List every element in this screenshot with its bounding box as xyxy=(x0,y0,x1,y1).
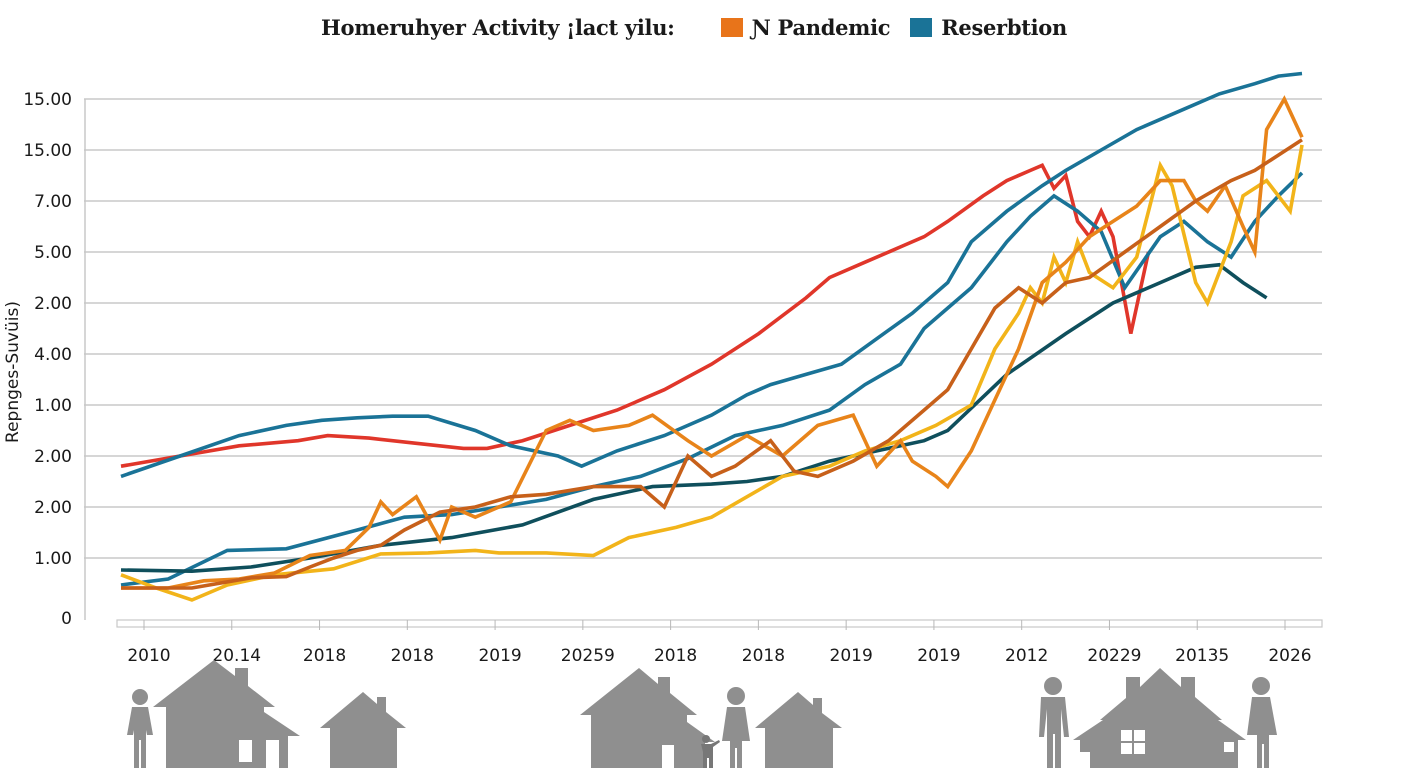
legend-item-pandemic[interactable]: Ɲ Pandemic xyxy=(720,14,891,40)
x-axis xyxy=(116,619,1323,630)
series-line-dark-orange xyxy=(121,138,1303,590)
chart-title: Homeruhyer Activity ¡lact yilu: xyxy=(321,14,675,40)
series-line-blue-upper xyxy=(120,71,1303,479)
chart-header: Homeruhyer Activity ¡lact yilu: Ɲ Pandem… xyxy=(0,10,1408,44)
series-line-red xyxy=(120,162,1151,468)
house-small-icon xyxy=(755,692,842,768)
y-tick-label: 15.00 xyxy=(23,141,72,161)
y-axis-label: Repnges-Suvüis) xyxy=(3,301,23,443)
y-axis-ticks: 0 1.00 2.00 2.00 1.00 4.00 2.00 5.00 7.00 15.00 15… xyxy=(23,90,72,629)
silhouettes xyxy=(127,660,1277,768)
series-line-blue-lower xyxy=(120,171,1304,587)
x-tick-label: 2026 xyxy=(1268,646,1311,666)
person-man-icon xyxy=(1039,677,1069,768)
x-axis-line xyxy=(116,619,1323,628)
y-tick-label: 15.00 xyxy=(23,90,72,110)
legend-label-pandemic: Ɲ Pandemic xyxy=(751,14,891,40)
x-tick-label: 20259 xyxy=(561,646,615,666)
house-medium-icon xyxy=(580,668,715,768)
x-tick-label: 2019 xyxy=(830,646,873,666)
house-family-icon xyxy=(1073,668,1246,768)
legend-item-reserbtion[interactable]: Reserbtion xyxy=(910,15,1067,40)
person-child-icon xyxy=(701,735,720,768)
person-woman-icon xyxy=(1247,677,1277,768)
y-tick-label: 0 xyxy=(61,609,72,629)
x-tick-label: 20135 xyxy=(1175,646,1229,666)
y-tick-label: 2.00 xyxy=(34,498,72,518)
person-woman-icon xyxy=(722,687,750,768)
series-lines xyxy=(120,71,1304,602)
y-tick-label: 5.00 xyxy=(34,243,72,263)
y-tick-label: 2.00 xyxy=(34,294,72,314)
legend-swatch-pandemic xyxy=(720,17,743,37)
house-small-icon xyxy=(320,692,406,768)
person-woman-icon xyxy=(127,689,153,768)
x-tick-label: 2019 xyxy=(917,646,960,666)
x-axis-ticks: 2010 20.14 2018 2018 2019 20259 2018 2018 2019 20… xyxy=(127,646,1311,666)
y-tick-label: 1.00 xyxy=(34,549,72,569)
house-large-icon xyxy=(153,660,300,768)
y-tick-label: 1.00 xyxy=(34,396,72,416)
series-line-yellow xyxy=(120,144,1304,602)
x-tick-label: 2018 xyxy=(742,646,785,666)
x-tick-label: 2018 xyxy=(303,646,346,666)
series-line-orange xyxy=(121,95,1304,590)
series-line-dark-teal xyxy=(120,262,1268,574)
x-tick-label: 2019 xyxy=(478,646,521,666)
y-tick-label: 4.00 xyxy=(34,345,72,365)
y-tick-label: 2.00 xyxy=(34,447,72,467)
legend-label-reserbtion: Reserbtion xyxy=(941,14,1067,40)
gridlines xyxy=(84,98,1322,620)
legend-swatch-reserbtion xyxy=(910,17,933,37)
x-tick-label: 2018 xyxy=(654,646,697,666)
x-tick-label: 20229 xyxy=(1087,646,1141,666)
y-tick-label: 7.00 xyxy=(34,192,72,212)
x-tick-label: 2010 xyxy=(127,646,170,666)
x-tick-label: 20.14 xyxy=(212,646,261,666)
x-tick-label: 2012 xyxy=(1005,646,1048,666)
x-tick-label: 2018 xyxy=(391,646,434,666)
